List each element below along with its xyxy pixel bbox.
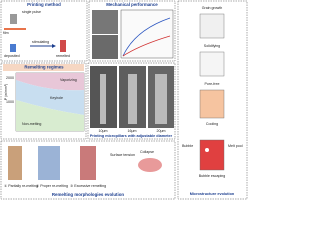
panel-title: Remelting morphologies evolution	[52, 192, 125, 197]
case-label: ③ Excessive remelting	[70, 184, 106, 188]
cooling-block	[199, 89, 225, 119]
panel-box	[0, 140, 176, 200]
arrow-head	[52, 44, 56, 48]
curve	[122, 17, 171, 57]
case-label: ① Partially re-melting	[4, 184, 38, 188]
region-label: Non-melting	[22, 122, 41, 126]
graphical-abstract: Printing method single pulse film deposi…	[0, 0, 248, 200]
shape	[138, 158, 162, 172]
stage: Grain growth	[202, 6, 223, 10]
region	[16, 80, 84, 115]
label: deposited	[4, 54, 20, 58]
nozzle	[10, 14, 17, 24]
solid-block	[199, 51, 225, 77]
label: stimulating	[32, 40, 49, 44]
plot-area	[120, 9, 174, 59]
panel-box	[177, 0, 248, 200]
sem-image	[92, 10, 118, 34]
pillar	[128, 74, 137, 124]
panel-title: Microstructure evolution	[190, 192, 235, 196]
film	[4, 28, 26, 30]
bubble	[205, 148, 209, 152]
title-band	[3, 64, 84, 71]
label: Collapse	[140, 150, 154, 154]
label: Surface tension	[110, 153, 135, 157]
shape	[8, 146, 22, 180]
tick-label: 2000	[6, 76, 14, 80]
panel-title: Mechanical performance	[106, 2, 158, 7]
label: remelted	[56, 54, 70, 58]
case-label: ② Proper re-melting	[36, 184, 68, 188]
scale-bar: 20μm	[156, 129, 165, 133]
label: Melt pool	[228, 144, 243, 148]
panel-title: Printing method	[27, 2, 61, 7]
scale-bar: 10μm	[98, 129, 107, 133]
axis-label: P (w/mm²)	[4, 84, 8, 101]
stage: Pore-free	[205, 82, 220, 86]
melt-block	[199, 139, 225, 171]
panel-box	[0, 0, 88, 62]
region-label: Keyhole	[50, 96, 63, 100]
deposit	[10, 44, 16, 52]
stage: Solidifying	[204, 44, 220, 48]
grain-block	[199, 13, 225, 39]
pillar	[100, 74, 106, 124]
panel-box	[88, 0, 176, 62]
remelt	[60, 40, 66, 52]
stage: Cooling	[206, 122, 218, 126]
shape	[80, 146, 96, 180]
panel-title: Printing micropillars with adjustable di…	[90, 134, 173, 138]
panel-box	[87, 62, 176, 140]
shape	[38, 146, 60, 180]
region-label: Vaporizing	[60, 78, 77, 82]
sem-image	[92, 35, 118, 59]
label: film	[3, 31, 9, 35]
stage: Bubble escaping	[199, 174, 226, 178]
region	[16, 100, 84, 131]
panel-box	[0, 62, 87, 140]
label: single pulse	[22, 10, 41, 14]
curve	[122, 35, 171, 57]
scale-bar: 16μm	[127, 129, 136, 133]
region	[16, 73, 84, 91]
tick-label: 1000	[6, 100, 14, 104]
label: Bubble	[182, 144, 193, 148]
panel-title: Remelting regimes	[24, 65, 64, 70]
pillar	[155, 74, 167, 124]
